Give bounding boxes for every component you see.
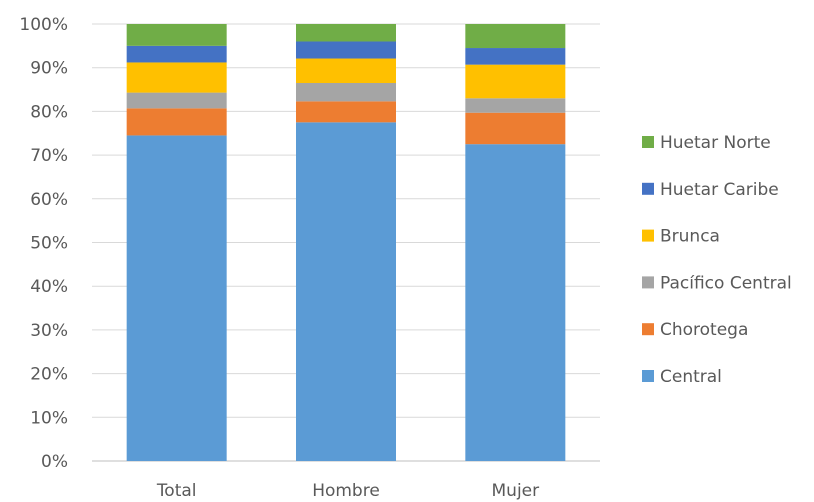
legend-label: Huetar Caribe xyxy=(660,180,779,200)
bar-segment-mujer-brunca xyxy=(465,64,566,99)
y-axis-ticks: 0% 10% 20% 30% 40% 50% 60% 70% 80% 90% 100% xyxy=(19,15,68,472)
legend-swatch xyxy=(642,276,654,289)
y-tick-label: 40% xyxy=(30,277,68,297)
y-tick-label: 60% xyxy=(30,190,68,210)
bar-segment-mujer-pac-fico-central xyxy=(465,98,566,113)
legend-label: Central xyxy=(660,367,722,387)
legend-swatch xyxy=(642,370,654,382)
y-tick-label: 30% xyxy=(30,321,68,341)
bar-segment-mujer-huetar-caribe xyxy=(465,48,566,65)
legend-label: Chorotega xyxy=(660,320,748,340)
bar-segment-hombre-chorotega xyxy=(296,101,396,123)
bar-segment-hombre-pac-fico-central xyxy=(296,82,396,102)
legend-label: Brunca xyxy=(660,227,720,247)
bar-segment-total-huetar-norte xyxy=(126,24,227,46)
bar-segment-hombre-huetar-norte xyxy=(296,24,396,42)
bar-segment-mujer-central xyxy=(465,144,566,462)
bar-segment-total-huetar-caribe xyxy=(126,45,227,63)
y-tick-label: 50% xyxy=(30,234,68,254)
bar-segment-mujer-chorotega xyxy=(465,112,566,145)
legend-swatch xyxy=(642,323,654,336)
x-tick-label: Hombre xyxy=(312,481,380,501)
legend-swatch xyxy=(642,182,654,195)
bar-segment-total-chorotega xyxy=(126,108,227,136)
bar-segment-hombre-brunca xyxy=(296,58,396,83)
bar-segment-total-brunca xyxy=(126,62,227,93)
y-tick-label: 20% xyxy=(30,365,68,385)
bar-segment-hombre-central xyxy=(296,122,396,461)
x-tick-label: Mujer xyxy=(492,481,540,501)
y-tick-label: 10% xyxy=(30,408,68,428)
y-tick-label: 0% xyxy=(41,452,68,472)
legend-label: Huetar Norte xyxy=(660,133,771,153)
y-tick-label: 70% xyxy=(30,146,68,166)
bars xyxy=(126,24,566,462)
legend-swatch xyxy=(642,136,654,148)
y-tick-label: 90% xyxy=(30,59,68,79)
bar-segment-total-central xyxy=(126,135,227,461)
legend: Huetar Norte Huetar Caribe Brunca Pacífico … xyxy=(642,133,792,387)
x-tick-label: Total xyxy=(156,481,197,501)
y-tick-label: 100% xyxy=(19,15,68,35)
bar-segment-mujer-huetar-norte xyxy=(465,24,566,49)
bar-segment-total-pac-fico-central xyxy=(126,92,227,109)
x-axis-labels: Total Hombre Mujer xyxy=(156,481,539,501)
legend-swatch xyxy=(642,229,654,242)
y-tick-label: 80% xyxy=(30,102,68,122)
legend-label: Pacífico Central xyxy=(660,273,792,293)
bar-segment-hombre-huetar-caribe xyxy=(296,41,396,59)
